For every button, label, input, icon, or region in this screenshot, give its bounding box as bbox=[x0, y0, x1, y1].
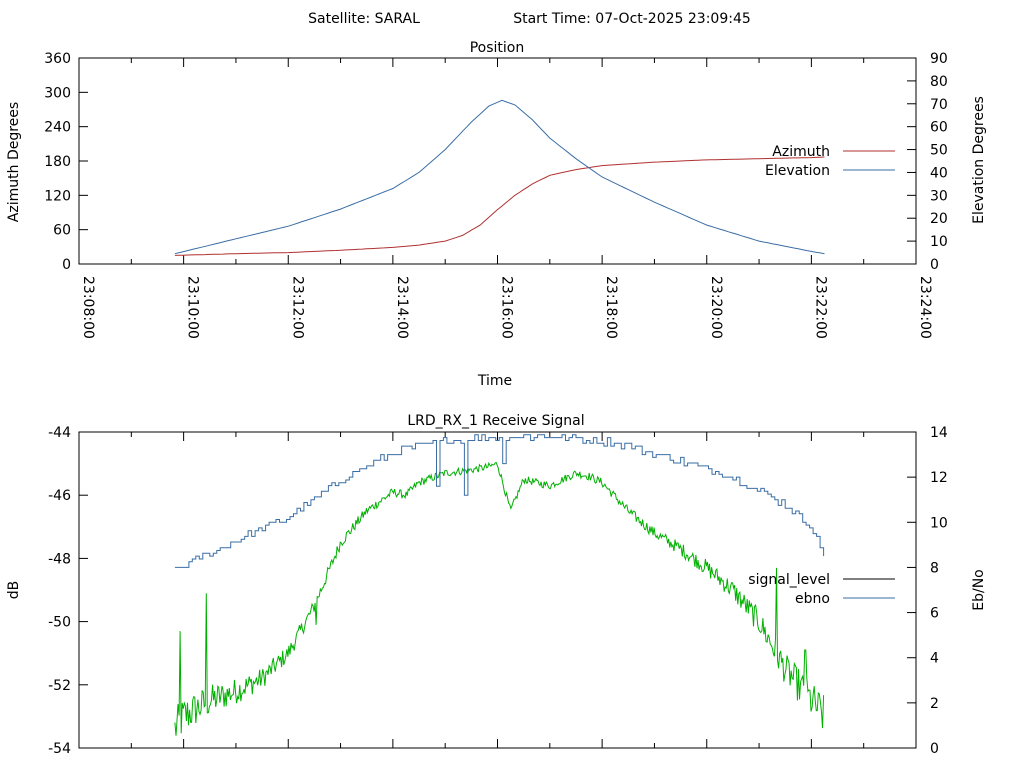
chart-0-y-tick-label: 360 bbox=[44, 51, 71, 67]
chart-1-y-tick-label: -44 bbox=[48, 425, 71, 441]
chart-0-y-tick-label: 180 bbox=[44, 154, 71, 170]
legend-signal-level-label: signal_level bbox=[748, 572, 830, 588]
chart-1-y-tick-label: -50 bbox=[48, 615, 71, 631]
position-chart-title: Position bbox=[470, 40, 525, 56]
chart-1-y2-tick-label: 2 bbox=[930, 696, 939, 712]
chart-0-frame bbox=[78, 57, 917, 265]
chart-1-y2-tick-label: 6 bbox=[930, 606, 939, 622]
chart-0-x-tick-label: 23:12:00 bbox=[289, 276, 305, 339]
chart-1-y-tick-label: -48 bbox=[48, 551, 71, 567]
chart-0-y-tick-label: 240 bbox=[44, 120, 71, 136]
signal-y2-axis-label: Eb/No bbox=[971, 569, 987, 611]
series-signal-level-line bbox=[174, 461, 825, 736]
position-y-axis-label: Azimuth Degrees bbox=[6, 102, 22, 222]
chart-0-x-tick-label: 23:10:00 bbox=[185, 276, 201, 339]
chart-0-x-tick-label: 23:14:00 bbox=[394, 276, 410, 339]
chart-0-y2-tick-label: 70 bbox=[930, 97, 948, 113]
series-ebno-line bbox=[174, 434, 825, 568]
signal-chart-title: LRD_RX_1 Receive Signal bbox=[407, 413, 584, 429]
chart-1-y2-tick-label: 10 bbox=[930, 515, 948, 531]
chart-0-y2-tick-label: 10 bbox=[930, 234, 948, 250]
chart-0-y2-tick-label: 40 bbox=[930, 165, 948, 181]
chart-0-x-tick-label: 23:08:00 bbox=[80, 276, 96, 339]
chart-1-y2-tick-label: 4 bbox=[930, 651, 939, 667]
legend-elevation-label: Elevation bbox=[765, 163, 830, 179]
chart-0-y2-tick-label: 0 bbox=[930, 257, 939, 273]
signal-y-axis-label: dB bbox=[6, 581, 22, 600]
chart-0-y-tick-label: 0 bbox=[62, 257, 71, 273]
start-time-label: Start Time: 07-Oct-2025 23:09:45 bbox=[513, 11, 751, 27]
chart-1-y2-tick-label: 8 bbox=[930, 560, 939, 576]
chart-0-y2-tick-label: 50 bbox=[930, 143, 948, 159]
chart-0-x-tick-label: 23:22:00 bbox=[812, 276, 828, 339]
series-azimuth-line bbox=[174, 156, 825, 256]
chart-0-y2-tick-label: 60 bbox=[930, 120, 948, 136]
satellite-label: Satellite: SARAL bbox=[308, 11, 420, 27]
chart-0-y-tick-label: 60 bbox=[53, 223, 71, 239]
chart-0-y2-tick-label: 90 bbox=[930, 51, 948, 67]
chart-1-y2-tick-label: 0 bbox=[930, 741, 939, 757]
chart-1-y-tick-label: -54 bbox=[48, 741, 71, 757]
legend-azimuth-label: Azimuth bbox=[772, 144, 830, 160]
chart-1-frame bbox=[78, 431, 917, 749]
position-y2-axis-label: Elevation Degrees bbox=[971, 96, 987, 224]
chart-0-y2-tick-label: 30 bbox=[930, 188, 948, 204]
position-x-axis-label: Time bbox=[477, 373, 512, 389]
chart-0-x-tick-label: 23:18:00 bbox=[603, 276, 619, 339]
chart-0-y-tick-label: 120 bbox=[44, 188, 71, 204]
chart-0-x-tick-label: 23:16:00 bbox=[499, 276, 515, 339]
series-elevation-line bbox=[174, 99, 825, 255]
chart-0-y2-tick-label: 20 bbox=[930, 211, 948, 227]
legend-ebno-label: ebno bbox=[795, 591, 830, 607]
chart-1-y2-tick-label: 14 bbox=[930, 425, 948, 441]
chart-0-y-tick-label: 300 bbox=[44, 85, 71, 101]
chart-0-y2-tick-label: 80 bbox=[930, 74, 948, 90]
chart-0-x-tick-label: 23:24:00 bbox=[917, 276, 933, 339]
chart-1-y2-tick-label: 12 bbox=[930, 470, 948, 486]
chart-0-x-tick-label: 23:20:00 bbox=[708, 276, 724, 339]
chart-1-y-tick-label: -52 bbox=[48, 678, 71, 694]
chart-1-y-tick-label: -46 bbox=[48, 488, 71, 504]
